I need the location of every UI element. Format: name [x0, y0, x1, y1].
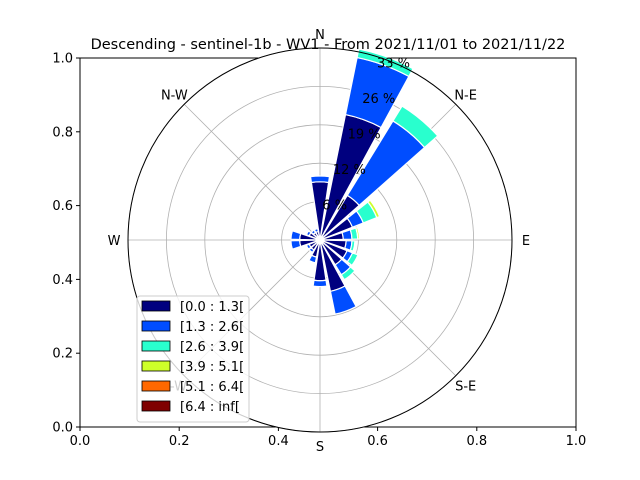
wind-bar-segment: [367, 199, 381, 219]
direction-label: E: [522, 234, 530, 249]
wind-bar-segment: [313, 227, 319, 233]
legend-label: [2.6 : 3.9[: [180, 340, 244, 355]
wind-bar-segment: [312, 279, 328, 288]
legend-label: [5.1 : 6.4[: [180, 380, 244, 395]
wind-bars: [290, 48, 439, 315]
legend-label: [3.9 : 5.1[: [180, 360, 244, 375]
frame-ticks: 0.0 0.2 0.4 0.6 0.8 1.0 0.0 0.2 0.4 0.6 0.8 1.0: [52, 52, 586, 450]
wind-bar-segment: [305, 243, 312, 250]
wind-bar-segment: [309, 175, 331, 184]
wind-bar-segment: [392, 105, 439, 149]
wind-bar-segment: [340, 266, 356, 281]
legend: [0.0 : 1.3[ [1.3 : 2.6[ [2.6 : 3.9[ [3.9 : …: [136, 295, 250, 423]
y-tick-label: 0.4: [52, 273, 73, 288]
wind-bar-segment: [310, 229, 317, 235]
y-tick-label: 0.8: [52, 125, 73, 140]
x-tick-label: 1.0: [566, 434, 587, 449]
wind-bar-segment: [356, 48, 414, 77]
ring-labels: 6 % 12 % 19 % 26 % 33 %: [322, 57, 410, 214]
ring-label: 33 %: [377, 57, 410, 72]
x-tick-label: 0.6: [367, 434, 388, 449]
legend-swatch: [141, 300, 171, 312]
chart-title: Descending - sentinel-1b - WV1 - From 20…: [91, 37, 566, 53]
x-tick-label: 0.4: [268, 434, 289, 449]
legend-items: [0.0 : 1.3[ [1.3 : 2.6[ [2.6 : 3.9[ [3.9 : …: [141, 300, 244, 415]
polar-outline: [127, 47, 513, 433]
x-tick-label: 0.0: [70, 434, 91, 449]
grid-spoke: [183, 103, 321, 241]
legend-label: [6.4 : inf[: [180, 400, 240, 415]
wind-bar-segment: [308, 254, 318, 264]
legend-label: [0.0 : 1.3[: [180, 300, 244, 315]
legend-swatch: [141, 340, 171, 352]
ring-label: 26 %: [362, 92, 395, 107]
legend-swatch: [141, 360, 171, 372]
wind-bar-segment: [355, 226, 361, 240]
ring-label: 19 %: [348, 128, 381, 143]
wind-bar-segment: [290, 239, 302, 250]
direction-label: S-E: [455, 380, 476, 395]
wind-bar-segment: [349, 240, 356, 252]
direction-label: S: [316, 440, 324, 455]
direction-label: N: [315, 28, 325, 43]
wind-bar-segment: [346, 252, 359, 266]
legend-label: [1.3 : 2.6[: [180, 320, 244, 335]
x-tick-label: 0.8: [466, 434, 487, 449]
direction-label: N-E: [454, 88, 477, 103]
legend-swatch: [141, 400, 171, 412]
wind-bar-segment: [329, 285, 357, 315]
wind-bar-segment: [305, 230, 312, 237]
wind-bar-segment: [308, 247, 315, 254]
direction-labels: NN-EES-ESS-WWN-W: [108, 28, 531, 455]
y-tick-label: 0.2: [52, 347, 73, 362]
wind-bar-segment: [290, 230, 302, 241]
direction-label: W: [108, 234, 121, 249]
legend-swatch: [141, 320, 171, 332]
legend-swatch: [141, 380, 171, 392]
ring-label: 6 %: [322, 199, 347, 214]
y-tick-label: 1.0: [52, 52, 73, 67]
ring-label: 12 %: [333, 163, 366, 178]
direction-label: N-W: [161, 88, 188, 103]
y-tick-label: 0.6: [52, 199, 73, 214]
y-tick-label: 0.0: [52, 421, 73, 436]
x-tick-label: 0.2: [169, 434, 190, 449]
